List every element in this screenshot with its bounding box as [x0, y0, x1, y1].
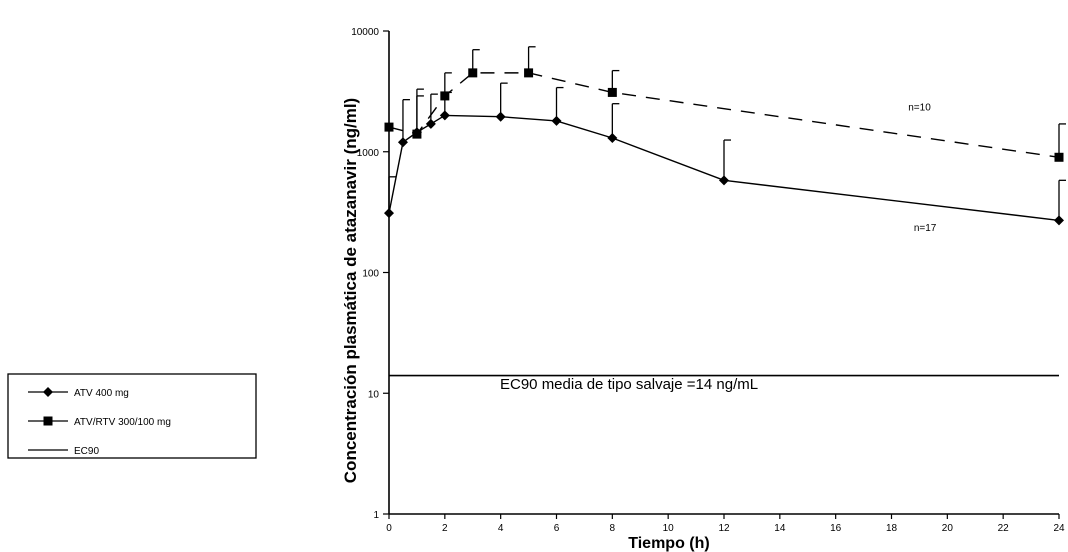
data-point — [495, 111, 506, 122]
data-point — [384, 122, 394, 132]
y-tick-label: 1000 — [357, 148, 380, 159]
legend-marker-square — [43, 416, 53, 426]
x-axis-title: Tiempo (h) — [628, 535, 709, 552]
legend-marker-diamond — [43, 387, 53, 397]
ec90-reference: EC90 media de tipo salvaje =14 ng/mL — [389, 374, 1059, 393]
data-point — [439, 110, 450, 121]
x-tick-label: 18 — [886, 523, 898, 534]
data-point — [440, 91, 450, 101]
series-n-label: n=17 — [914, 223, 937, 234]
series-atv-rtv-300-100: n=10 — [384, 46, 1066, 162]
y-tick-label: 10 — [368, 389, 380, 400]
axes — [383, 30, 1060, 519]
x-tick-label: 0 — [386, 523, 392, 534]
data-point — [412, 129, 422, 139]
x-tick-label: 2 — [442, 523, 448, 534]
legend-label: ATV/RTV 300/100 mg — [74, 417, 171, 428]
y-tick-label: 100 — [362, 269, 379, 280]
data-point — [1054, 152, 1064, 162]
x-tick-label: 8 — [610, 523, 616, 534]
data-point — [524, 68, 534, 78]
legend: ATV 400 mg ATV/RTV 300/100 mg EC90 — [7, 373, 257, 459]
y-tick-label: 10000 — [351, 27, 379, 38]
series-layer: n=17 n=10 — [384, 46, 1066, 234]
x-tick-label: 6 — [554, 523, 560, 534]
ec90-annotation: EC90 media de tipo salvaje =14 ng/mL — [500, 376, 758, 393]
data-point — [384, 208, 394, 219]
data-point — [551, 115, 562, 126]
data-point — [425, 118, 436, 129]
data-point — [397, 137, 408, 148]
x-tick-label: 20 — [942, 523, 954, 534]
legend-label: EC90 — [74, 446, 99, 457]
x-tick-label: 16 — [830, 523, 842, 534]
series-line — [388, 114, 1060, 222]
x-tick-label: 12 — [718, 523, 730, 534]
series-atv-400: n=17 — [384, 82, 1066, 234]
series-n-label: n=10 — [908, 102, 931, 113]
x-tick-label: 10 — [663, 523, 675, 534]
x-tick-label: 24 — [1053, 523, 1065, 534]
legend-label: ATV 400 mg — [74, 388, 129, 399]
data-point — [719, 175, 729, 186]
x-tick-label: 22 — [998, 523, 1010, 534]
y-axis-title: Concentración plasmática de atazanavir (… — [341, 98, 360, 483]
data-point — [1054, 215, 1064, 226]
data-point — [607, 87, 617, 97]
data-point — [607, 132, 618, 143]
x-tick-label: 4 — [498, 523, 504, 534]
data-point — [468, 68, 478, 78]
x-tick-label: 14 — [774, 523, 786, 534]
y-tick-label: 1 — [373, 510, 379, 521]
legend-box — [7, 373, 257, 459]
